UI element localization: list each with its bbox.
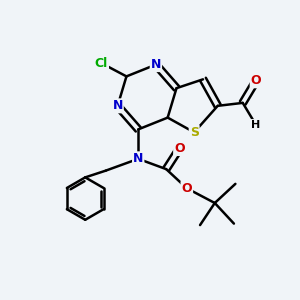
Text: S: S [190,126,199,139]
Text: O: O [182,182,192,195]
Text: O: O [251,74,261,87]
Text: N: N [112,99,123,112]
Text: H: H [251,120,261,130]
Text: N: N [151,58,161,71]
Text: O: O [174,142,185,155]
Text: Cl: Cl [95,57,108,70]
Text: N: N [133,152,143,165]
